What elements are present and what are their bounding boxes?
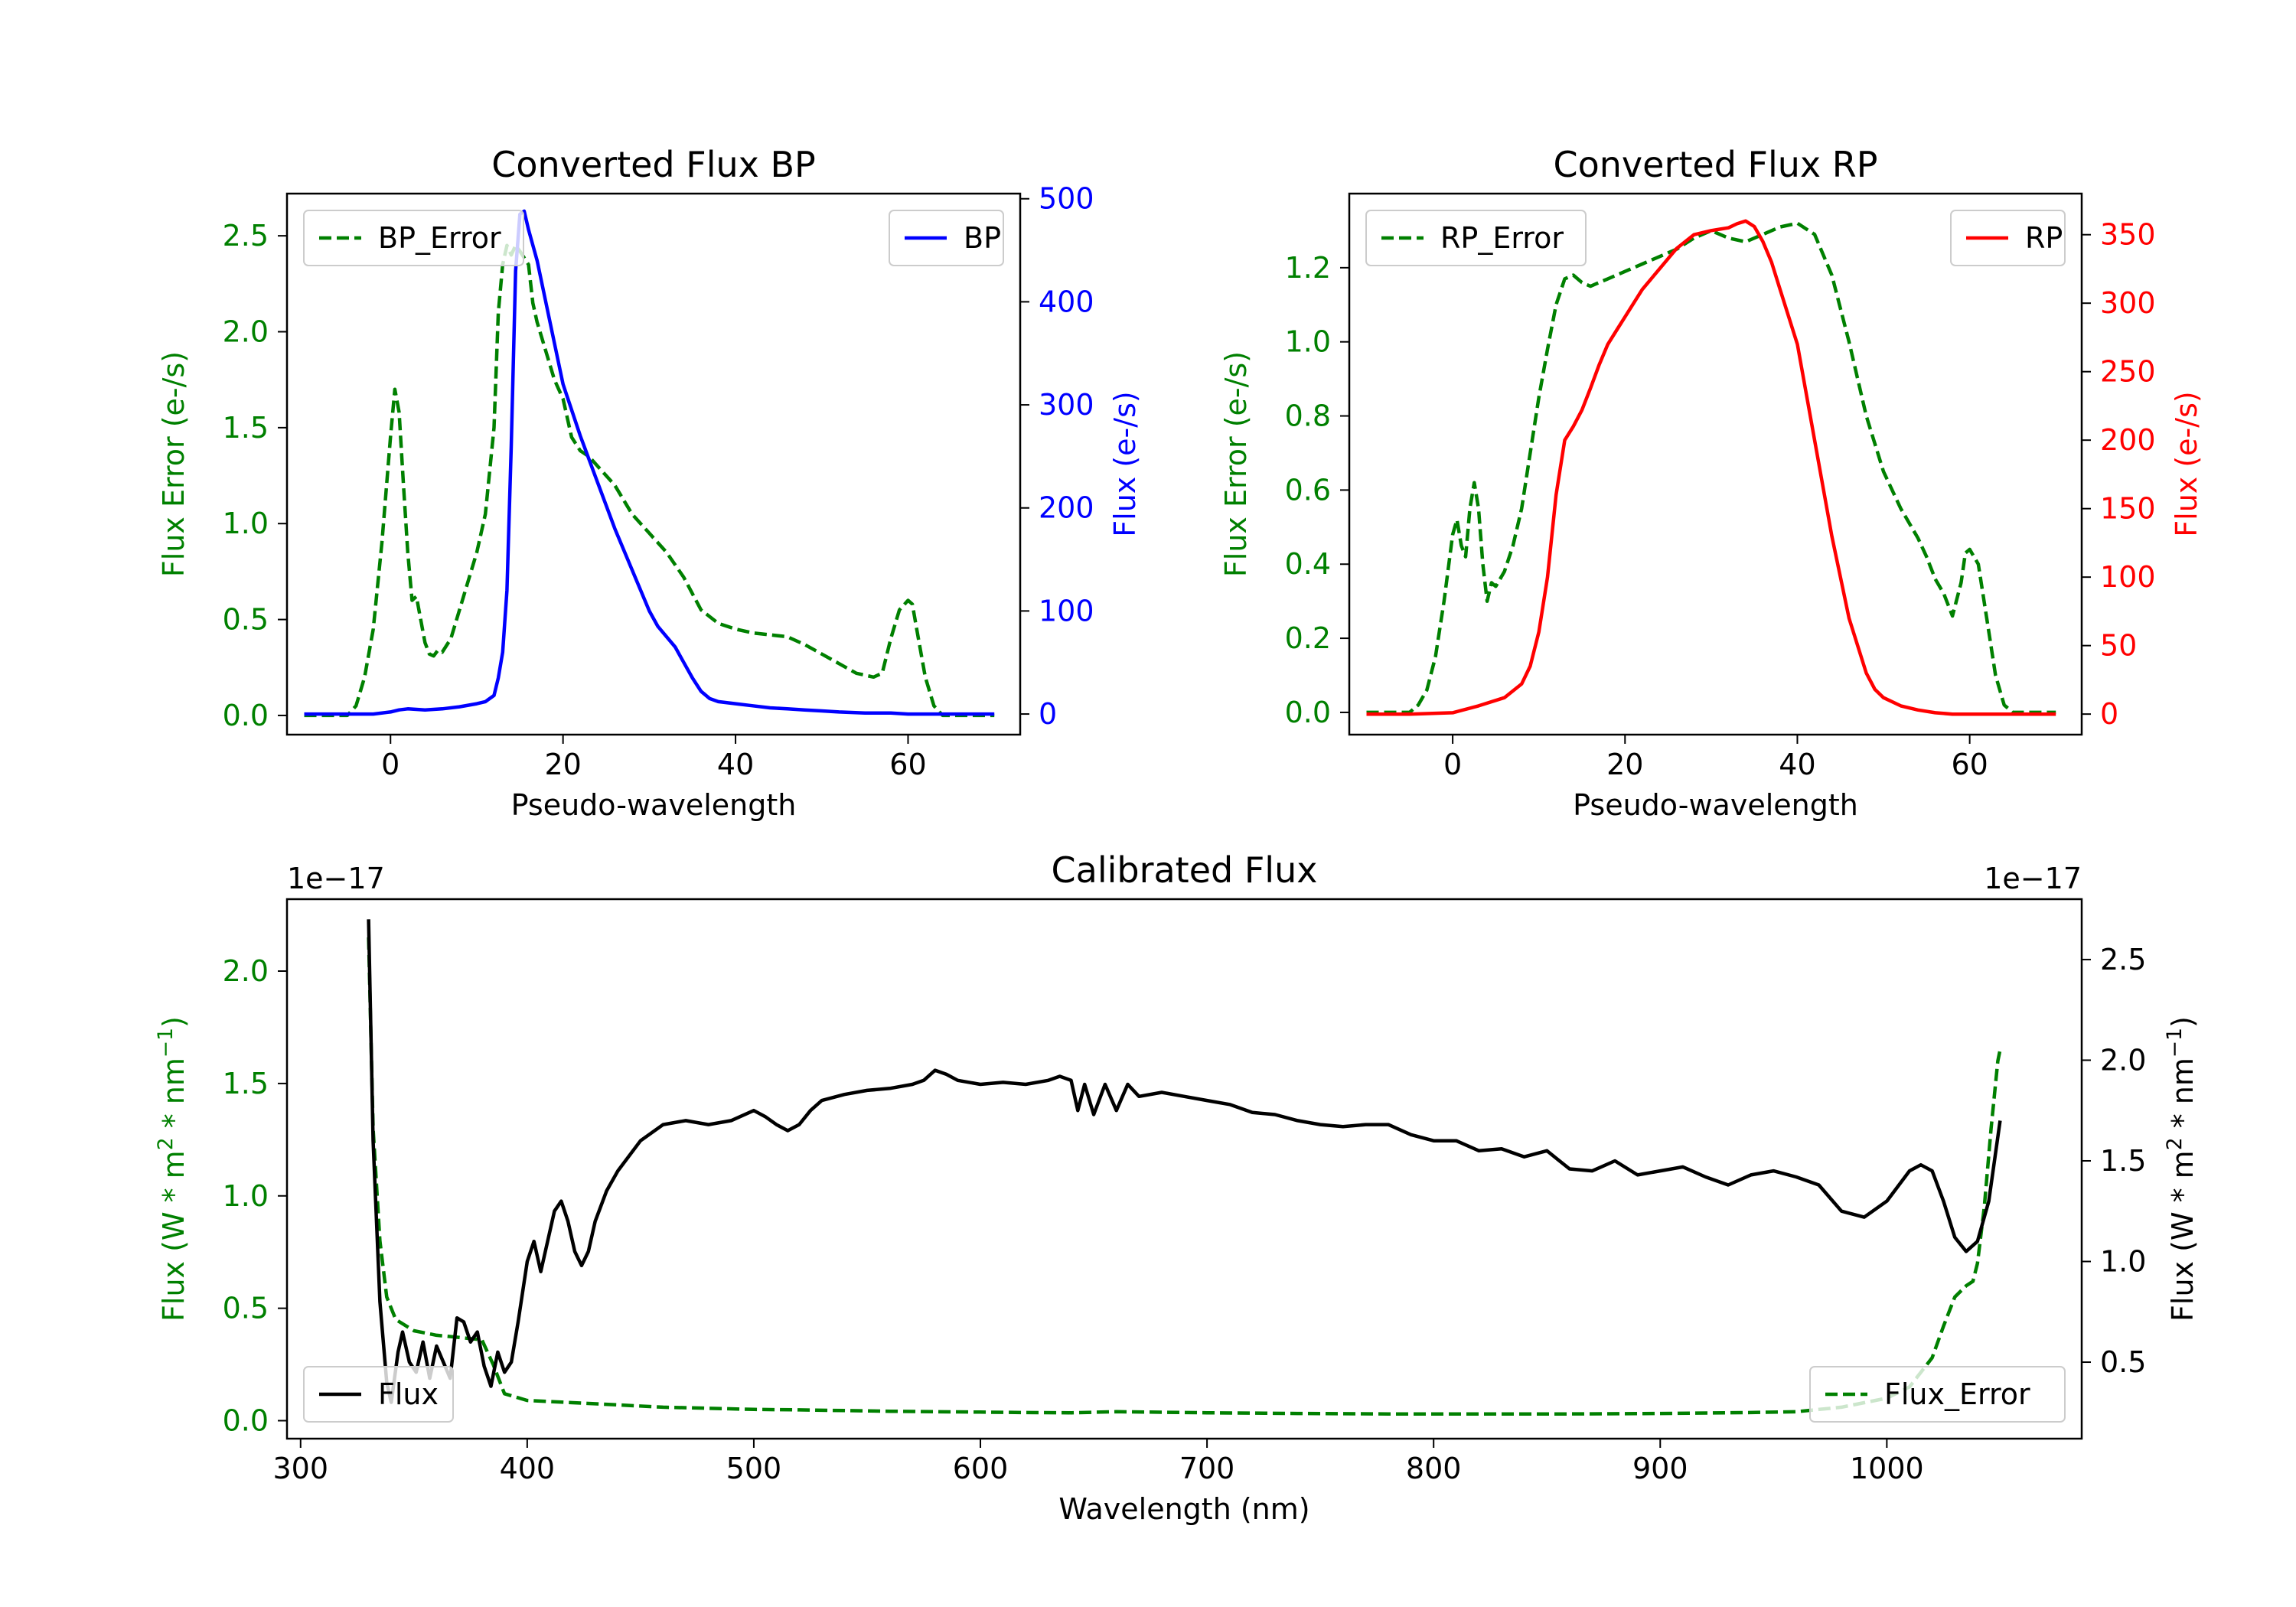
y-right-axis-label: Flux (W * m2 * nm−1) — [2163, 1016, 2200, 1322]
axes-frame — [285, 898, 2083, 1440]
legend-label: RP_Error — [1440, 221, 1564, 255]
x-tick-label: 40 — [1779, 748, 1815, 781]
chart-title: Converted Flux BP — [491, 144, 816, 185]
y-right-tick-label: 100 — [2100, 560, 2156, 594]
y-right-tick-label: 200 — [1039, 491, 1094, 525]
y-right-axis-label: Flux (e-/s) — [1108, 391, 1142, 536]
chart-panel-1: 0 20 40 60 0.0 0.5 1.0 1.5 2.0 2.5 0 100 200 300 400 50… — [157, 144, 1142, 822]
y-right-axis-label: Flux (e-/s) — [2170, 391, 2203, 536]
y-left-axis-label: Flux Error (e-/s) — [157, 351, 191, 577]
y-left-tick-label: 0.4 — [1285, 547, 1331, 581]
y-right-tick-label: 1.5 — [2100, 1144, 2146, 1178]
legend-bp: BP — [889, 210, 1004, 266]
y-left-tick-label: 0.6 — [1285, 473, 1331, 507]
x-tick-label: 20 — [1606, 748, 1643, 781]
legend-box — [303, 1366, 454, 1423]
x-tick-label: 60 — [889, 748, 926, 781]
chart-title: Converted Flux RP — [1554, 144, 1878, 185]
legend-label: BP_Error — [378, 221, 501, 255]
x-tick-label: 600 — [953, 1452, 1009, 1485]
series-line-rp-error — [1366, 221, 2056, 715]
y-left-tick-label: 1.2 — [1285, 251, 1331, 285]
y-left-tick-label: 1.5 — [223, 411, 269, 445]
legend-rp-error: RP_Error — [1365, 210, 1587, 266]
plot-area — [1366, 219, 2056, 716]
y-right-tick-label: 300 — [1039, 388, 1094, 422]
y-right-tick-label: 0 — [1039, 697, 1057, 731]
y-left-tick-label: 2.0 — [223, 315, 269, 349]
y-left-tick-label: 0.5 — [223, 603, 269, 637]
y-left-tick-label: 2.0 — [223, 954, 269, 988]
x-tick-label: 500 — [726, 1452, 782, 1485]
axes-frame — [1348, 192, 2083, 736]
y-right-scale-label: 1e−17 — [1984, 862, 2082, 895]
y-right-tick-label: 350 — [2100, 218, 2156, 252]
series-line-bp-error — [304, 243, 995, 718]
y-right-tick-label: 500 — [1039, 182, 1094, 216]
series-line-bp — [304, 209, 995, 716]
y-left-tick-label: 0.0 — [223, 699, 269, 732]
legend-label: Flux — [378, 1377, 439, 1411]
x-tick-label: 400 — [500, 1452, 556, 1485]
y-right-tick-label: 250 — [2100, 355, 2156, 389]
y-right-tick-label: 2.5 — [2100, 943, 2146, 976]
y-left-tick-label: 0.8 — [1285, 399, 1331, 433]
y-right-tick-label: 50 — [2100, 629, 2137, 663]
y-left-tick-label: 2.5 — [223, 219, 269, 253]
x-tick-label: 40 — [717, 748, 754, 781]
axes-frame — [285, 192, 1022, 736]
y-right-tick-label: 1.0 — [2100, 1245, 2146, 1279]
y-left-axis-label: Flux (W * m2 * nm−1) — [154, 1016, 191, 1322]
y-left-tick-label: 0.5 — [223, 1292, 269, 1325]
y-left-tick-label: 1.0 — [223, 1179, 269, 1213]
x-axis-label: Pseudo-wavelength — [511, 788, 797, 822]
y-left-tick-label: 0.0 — [223, 1404, 269, 1438]
x-tick-label: 1000 — [1850, 1452, 1924, 1485]
y-right-tick-label: 2.0 — [2100, 1043, 2146, 1077]
legend-label: Flux_Error — [1884, 1377, 2030, 1411]
x-tick-label: 60 — [1951, 748, 1988, 781]
x-tick-label: 20 — [544, 748, 581, 781]
chart-title: Calibrated Flux — [1052, 849, 1318, 891]
chart-panel-3: 300 400 500 600 700 800 900 1000 0.0 0.5 1.0 1.5 2.0… — [154, 849, 2200, 1526]
y-right-tick-label: 100 — [1039, 594, 1094, 627]
y-right-tick-label: 300 — [2100, 286, 2156, 320]
y-left-tick-label: 0.2 — [1285, 621, 1331, 655]
legend-flux: Flux — [303, 1366, 454, 1423]
y-left-axis-label: Flux Error (e-/s) — [1219, 351, 1253, 577]
x-tick-label: 300 — [272, 1452, 328, 1485]
legend-box — [303, 210, 524, 266]
y-left-tick-label: 1.5 — [223, 1067, 269, 1100]
series-line-flux — [367, 919, 2002, 1404]
y-right-tick-label: 0 — [2100, 697, 2118, 731]
series-line-rp — [1366, 219, 2056, 716]
y-right-tick-label: 400 — [1039, 285, 1094, 318]
legend-rp: RP — [1950, 210, 2066, 266]
x-tick-label: 0 — [381, 748, 400, 781]
plot-area — [367, 919, 2002, 1416]
legend-flux-error: Flux_Error — [1809, 1366, 2066, 1423]
y-left-tick-label: 1.0 — [223, 507, 269, 540]
chart-panel-2: 0 20 40 60 0.0 0.2 0.4 0.6 0.8 1.0 1.2 0 50 100 150 200… — [1219, 144, 2203, 822]
legend-label: BP — [964, 221, 1001, 255]
y-right-tick-label: 200 — [2100, 423, 2156, 457]
y-right-tick-label: 0.5 — [2100, 1345, 2146, 1379]
legend-box — [1365, 210, 1587, 266]
y-left-scale-label: 1e−17 — [287, 862, 385, 895]
x-axis-label: Wavelength (nm) — [1058, 1492, 1309, 1526]
x-tick-label: 800 — [1406, 1452, 1462, 1485]
x-tick-label: 0 — [1443, 748, 1462, 781]
legend-bp-error: BP_Error — [303, 210, 524, 266]
y-left-tick-label: 1.0 — [1285, 325, 1331, 359]
y-right-tick-label: 150 — [2100, 492, 2156, 526]
legend-box — [1809, 1366, 2066, 1423]
x-tick-label: 700 — [1179, 1452, 1235, 1485]
y-left-tick-label: 0.0 — [1285, 696, 1331, 729]
x-axis-label: Pseudo-wavelength — [1573, 788, 1858, 822]
x-tick-label: 900 — [1632, 1452, 1688, 1485]
legend-label: RP — [2025, 221, 2063, 255]
plot-area — [304, 209, 995, 718]
